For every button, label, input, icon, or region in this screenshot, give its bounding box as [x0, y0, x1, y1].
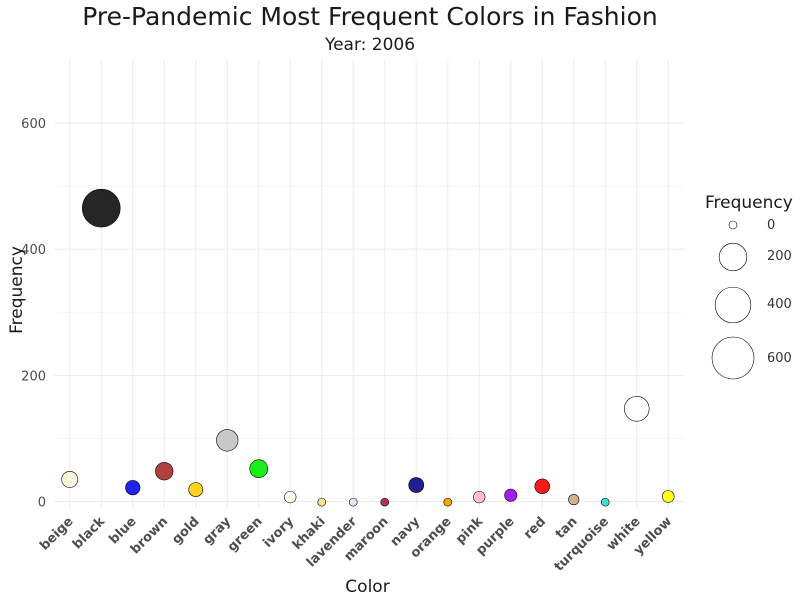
data-point-black	[81, 188, 121, 228]
legend-key-600	[711, 336, 755, 380]
data-point-navy	[408, 477, 425, 493]
legend-key-0	[728, 220, 738, 230]
y-tick-label: 200	[21, 369, 46, 384]
data-point-yellow	[661, 490, 675, 503]
data-point-green	[249, 459, 269, 479]
legend-key-400	[714, 286, 752, 324]
x-tick-label: gold	[169, 514, 202, 547]
data-point-blue	[125, 480, 141, 496]
y-tick-label: 0	[38, 496, 46, 511]
x-tick-label: green	[225, 514, 266, 555]
chart-title: Pre-Pandemic Most Frequent Colors in Fas…	[82, 2, 658, 31]
data-point-red	[534, 478, 550, 495]
data-point-gold	[188, 482, 204, 497]
x-axis-label: Color	[345, 577, 390, 597]
data-point-ivory	[284, 490, 297, 504]
data-point-tan	[568, 494, 580, 506]
legend-title: Frequency	[705, 193, 793, 213]
legend-label-200: 200	[767, 249, 792, 264]
y-tick-label: 600	[21, 117, 46, 132]
legend-key-200	[718, 242, 748, 272]
data-point-orange	[443, 497, 453, 507]
x-tick-label: black	[70, 514, 108, 552]
data-point-maroon	[380, 497, 390, 507]
x-tick-label: red	[521, 514, 549, 542]
data-point-brown	[155, 462, 174, 481]
data-point-purple	[504, 488, 518, 502]
y-tick-label: 400	[21, 243, 46, 258]
legend-label-400: 400	[767, 297, 792, 312]
data-point-pink	[473, 490, 486, 504]
data-point-white	[624, 396, 650, 422]
data-point-gray	[216, 429, 239, 452]
data-point-beige	[61, 471, 79, 488]
data-point-lavender	[348, 497, 358, 507]
legend-label-0: 0	[767, 218, 776, 233]
x-tick-label: tan	[553, 514, 581, 542]
y-axis-label: Frequency	[7, 246, 27, 334]
legend-label-600: 600	[767, 351, 792, 366]
data-point-khaki	[317, 497, 327, 507]
data-point-turquoise	[600, 497, 610, 507]
x-tick-label: beige	[37, 514, 77, 554]
chart-subtitle: Year: 2006	[324, 35, 416, 55]
